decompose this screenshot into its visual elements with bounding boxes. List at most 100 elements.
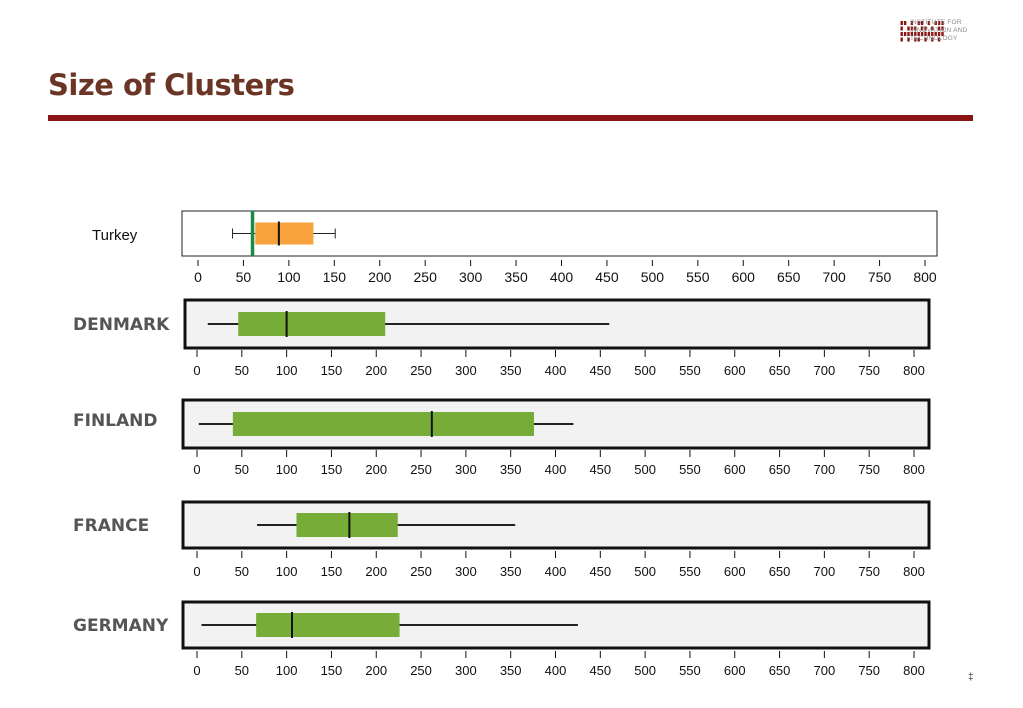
logo-dot: [937, 21, 941, 25]
logo-dot: [910, 21, 914, 25]
logo-dot: [917, 32, 920, 36]
category-label: FRANCE: [73, 516, 149, 536]
box-plot-panel-france: FRANCE 0 50 100 150 200 250 300 350 400 450 500 550 6…: [73, 500, 931, 579]
x-tick-label: 750: [858, 663, 880, 678]
logo-dot: [931, 26, 934, 31]
x-tick-label: 800: [903, 663, 925, 678]
x-tick-label: 200: [368, 269, 392, 285]
x-tick-label: 750: [858, 462, 880, 477]
box-plot-panel-finland: FINLAND 0 50 100 150 200 250 300 350 400 450 500 550…: [73, 398, 931, 477]
x-tick-label: 50: [235, 564, 249, 579]
logo-dot: [927, 21, 931, 25]
x-tick-label: 650: [769, 462, 791, 477]
category-label: FINLAND: [73, 411, 158, 431]
logo-dot: [907, 32, 910, 36]
x-tick-label: 650: [769, 363, 791, 378]
x-tick-label: 150: [321, 663, 343, 678]
box-plot-panel-turkey: Turkey 0 50 100 150 200 250 300 350 400 450 500 550 6…: [92, 210, 938, 285]
x-tick-label: 100: [276, 564, 298, 579]
title-divider: [48, 115, 973, 121]
x-tick-label: 200: [365, 564, 387, 579]
logo-dot: [910, 26, 914, 31]
x-tick-label: 300: [455, 663, 477, 678]
x-tick-label: 200: [365, 462, 387, 477]
x-tick-label: 50: [235, 663, 249, 678]
x-tick-label: 0: [194, 269, 202, 285]
logo-dot: [924, 26, 927, 31]
x-tick-label: 250: [414, 269, 438, 285]
logo-dot: [917, 37, 920, 42]
box-plot-panel-germany: GERMANY 0 50 100 150 200 250 300 350 400 450 500 550…: [73, 600, 931, 678]
logo-dot: [937, 32, 941, 36]
logo-dot: [931, 32, 934, 36]
x-tick-label: 600: [724, 363, 746, 378]
x-tick-label: 250: [410, 462, 432, 477]
x-tick-label: 400: [545, 663, 567, 678]
logo-line-2: INNOVATION AND: [910, 27, 968, 34]
logo-dot: [941, 21, 944, 25]
x-tick-label: 350: [500, 462, 522, 477]
x-tick-label: 550: [679, 462, 701, 477]
logo-dot: [920, 32, 924, 36]
x-tick-label: 0: [193, 564, 200, 579]
x-tick-label: 800: [903, 564, 925, 579]
x-tick-label: 550: [679, 564, 701, 579]
x-tick-label: 100: [277, 269, 301, 285]
logo-dot: [941, 26, 944, 31]
logo-dot: [900, 37, 903, 42]
x-tick-label: 750: [868, 269, 892, 285]
x-tick-label: 650: [769, 564, 791, 579]
logo-dot: [903, 32, 907, 36]
x-tick-label: 100: [276, 462, 298, 477]
x-tick-label: 200: [365, 663, 387, 678]
logo-dot: [931, 37, 934, 42]
logo-dot: [917, 21, 920, 25]
logo-dot: [924, 37, 927, 42]
x-tick-label: 50: [235, 363, 249, 378]
category-label: Turkey: [92, 227, 138, 244]
logo-dot: [914, 26, 917, 31]
x-tick-label: 550: [686, 269, 710, 285]
iqr-box: [238, 312, 386, 336]
x-tick-label: 100: [276, 663, 298, 678]
x-tick-label: 350: [500, 663, 522, 678]
x-tick-label: 700: [814, 663, 836, 678]
x-tick-label: 250: [410, 564, 432, 579]
logo-dot: [903, 21, 907, 25]
logo-dot: [907, 37, 910, 42]
x-tick-label: 450: [595, 269, 619, 285]
logo-line-3: TECHNOLOGY: [910, 35, 958, 42]
x-tick-label: 300: [455, 564, 477, 579]
logo-dot: [900, 26, 903, 31]
x-tick-label: 100: [276, 363, 298, 378]
x-tick-label: 750: [858, 564, 880, 579]
x-tick-label: 50: [236, 269, 252, 285]
x-tick-label: 450: [589, 363, 611, 378]
x-tick-label: 300: [459, 269, 483, 285]
x-tick-label: 800: [903, 363, 925, 378]
page-number: ‡: [968, 672, 974, 683]
x-tick-label: 50: [235, 462, 249, 477]
x-tick-label: 500: [634, 363, 656, 378]
iqr-box: [256, 613, 400, 637]
institute-logo-mark: [900, 21, 944, 42]
institute-logo-text: INSTITUTE FOR INNOVATION AND TECHNOLOGY: [910, 19, 967, 43]
box-plot-panel-denmark: DENMARK 0 50 100 150 200 250 300 350 400 450 500 550…: [73, 298, 931, 378]
x-tick-label: 500: [641, 269, 665, 285]
x-tick-label: 500: [634, 663, 656, 678]
logo-dot: [910, 32, 914, 36]
x-tick-label: 750: [858, 363, 880, 378]
x-tick-label: 300: [455, 462, 477, 477]
logo-dot: [924, 32, 927, 36]
x-tick-label: 350: [500, 564, 522, 579]
x-tick-label: 350: [500, 363, 522, 378]
x-tick-label: 400: [545, 462, 567, 477]
logo-dot: [920, 26, 924, 31]
x-tick-label: 550: [679, 363, 701, 378]
x-tick-label: 450: [589, 462, 611, 477]
x-tick-label: 150: [321, 564, 343, 579]
x-tick-label: 600: [724, 462, 746, 477]
x-tick-label: 0: [193, 663, 200, 678]
logo-dot: [914, 37, 917, 42]
